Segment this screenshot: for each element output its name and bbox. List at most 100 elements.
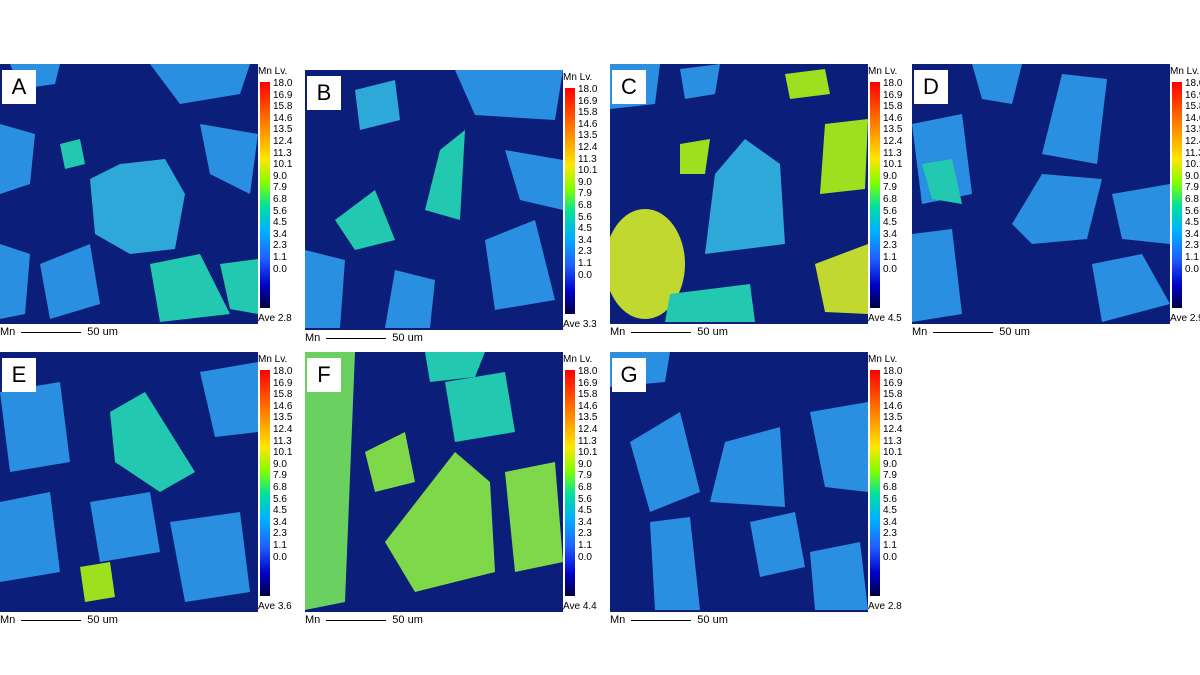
scale-bar: Mn 50 um: [305, 332, 423, 344]
tick-label: 2.3: [578, 246, 592, 258]
tick-label: 14.6: [1185, 112, 1200, 124]
panel-label: E: [2, 358, 36, 392]
tick-label: 18.0: [273, 366, 293, 377]
tick-label: 11.3: [1185, 147, 1200, 159]
tick-label: 3.4: [578, 516, 592, 528]
tick-label: 16.9: [273, 377, 293, 389]
tick-label: 1.1: [273, 251, 287, 263]
tick-label: 6.8: [273, 193, 287, 205]
tick-label: 7.9: [578, 188, 592, 200]
element-label: Mn: [305, 332, 321, 344]
map-graphic: [610, 64, 868, 324]
scale-title: Mn Lv.: [258, 66, 288, 77]
tick-label: 15.8: [578, 107, 598, 119]
tick-label: 12.4: [1185, 135, 1200, 147]
tick-label: 3.4: [578, 234, 592, 246]
color-scale: [260, 82, 270, 308]
tick-label: 13.5: [578, 412, 598, 424]
tick-label: 4.5: [273, 217, 287, 229]
tick-label: 9.0: [1185, 170, 1199, 182]
color-scale: [1172, 82, 1182, 308]
tick-label: 1.1: [883, 251, 897, 263]
tick-label: 5.6: [273, 205, 287, 217]
tick-label: 6.8: [883, 193, 897, 205]
scale-ticks: 18.0 16.9 15.8 14.6 13.5 12.4 11.3 10.1 …: [273, 366, 313, 563]
mn-map-image: [0, 64, 258, 324]
scale-bar-line: [21, 331, 82, 333]
tick-label: 2.3: [578, 528, 592, 540]
color-scale: [870, 370, 880, 596]
tick-label: 2.3: [883, 240, 897, 252]
tick-label: 15.8: [578, 389, 598, 401]
tick-label: 13.5: [1185, 124, 1200, 136]
tick-label: 13.5: [273, 124, 293, 136]
map-graphic: [0, 64, 258, 324]
scale-bar-line: [631, 331, 692, 333]
tick-label: 9.0: [883, 170, 897, 182]
tick-label: 16.9: [883, 89, 903, 101]
map-graphic: [305, 70, 563, 330]
panel-a: A Mn Lv. 18.0 16.9 15.8 14.6 13.5 12.4 1…: [0, 64, 300, 338]
panel-label: A: [2, 70, 36, 104]
color-scale: [565, 370, 575, 596]
panel-b: B Mn Lv. 18.0 16.9 15.8 14.6 13.5 12.4 1…: [305, 70, 605, 344]
tick-label: 16.9: [273, 89, 293, 101]
color-scale: [260, 370, 270, 596]
scale-ticks: 18.0 16.9 15.8 14.6 13.5 12.4 11.3 10.1 …: [273, 78, 313, 275]
tick-label: 14.6: [883, 400, 903, 412]
scale-ticks: 18.0 16.9 15.8 14.6 13.5 12.4 11.3 10.1 …: [578, 366, 618, 563]
mn-map-image: [305, 70, 563, 330]
scale-bar-line: [21, 619, 82, 621]
scale-title: Mn Lv.: [258, 354, 288, 365]
tick-label: 1.1: [578, 539, 592, 551]
tick-label: 14.6: [273, 112, 293, 124]
tick-label: 15.8: [883, 389, 903, 401]
element-label: Mn: [610, 326, 626, 338]
map-graphic: [912, 64, 1170, 324]
tick-label: 5.6: [1185, 205, 1199, 217]
mn-map-image: [610, 64, 868, 324]
tick-label: 12.4: [883, 423, 903, 435]
scale-bar-label: 50 um: [392, 332, 423, 344]
scale-ticks: 18.0 16.9 15.8 14.6 13.5 12.4 11.3 10.1 …: [578, 84, 618, 281]
tick-label: 3.4: [883, 516, 897, 528]
tick-label: 18.0: [883, 366, 903, 377]
panel-label: C: [612, 70, 646, 104]
element-label: Mn: [610, 614, 626, 626]
tick-label: 13.5: [883, 124, 903, 136]
color-scale: [565, 88, 575, 314]
tick-label: 1.1: [883, 539, 897, 551]
tick-label: 14.6: [273, 400, 293, 412]
scale-bar: Mn 50 um: [912, 326, 1030, 338]
tick-label: 1.1: [1185, 251, 1199, 263]
tick-label: 9.0: [273, 458, 287, 470]
scale-ticks: 18.0 16.9 15.8 14.6 13.5 12.4 11.3 10.1 …: [883, 366, 923, 563]
tick-label: 11.3: [273, 435, 292, 447]
tick-label: 15.8: [1185, 101, 1200, 113]
tick-label: 18.0: [578, 84, 598, 95]
tick-label: 7.9: [1185, 182, 1199, 194]
tick-label: 10.1: [1185, 159, 1200, 171]
tick-label: 18.0: [883, 78, 903, 89]
tick-label: 5.6: [578, 493, 592, 505]
tick-label: 0.0: [273, 263, 287, 275]
tick-label: 11.3: [578, 153, 597, 165]
mn-map-image: [610, 352, 868, 612]
tick-label: 13.5: [578, 130, 598, 142]
tick-label: 7.9: [883, 470, 897, 482]
tick-label: 2.3: [1185, 240, 1199, 252]
tick-label: 18.0: [1185, 78, 1200, 89]
mn-map-image: [305, 352, 563, 612]
scale-title: Mn Lv.: [868, 66, 898, 77]
scale-bar-label: 50 um: [87, 614, 118, 626]
scale-bar-label: 50 um: [87, 326, 118, 338]
tick-label: 4.5: [883, 505, 897, 517]
tick-label: 7.9: [883, 182, 897, 194]
element-label: Mn: [912, 326, 928, 338]
tick-label: 11.3: [883, 435, 902, 447]
tick-label: 9.0: [883, 458, 897, 470]
panel-label: F: [307, 358, 341, 392]
tick-label: 13.5: [273, 412, 293, 424]
panel-c: C Mn Lv. 18.0 16.9 15.8 14.6 13.5 12.4 1…: [610, 64, 910, 338]
mn-map-image: [0, 352, 258, 612]
